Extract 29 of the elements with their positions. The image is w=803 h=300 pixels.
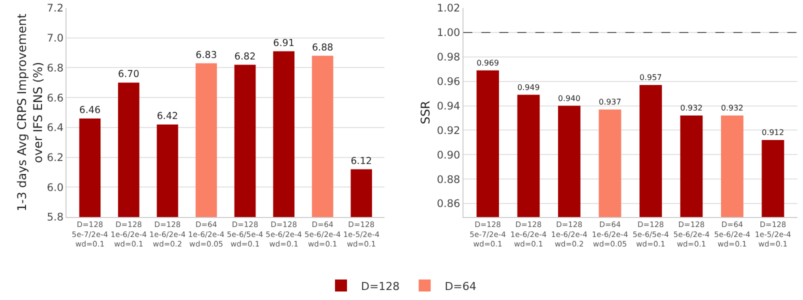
y-axis-title: SSR	[418, 100, 432, 124]
y-tick-label: 7.2	[46, 2, 64, 15]
y-tick-label: 1.00	[436, 27, 460, 40]
y-tick-label: 0.90	[436, 149, 460, 162]
y-tick-label: 6.6	[46, 92, 64, 104]
y-tick-label: 5.8	[46, 212, 64, 224]
y-tick-label: 7.0	[46, 32, 64, 45]
y-tick-label: 6.4	[46, 122, 64, 134]
y-tick-label: 0.98	[436, 52, 460, 64]
data-label: 6.12	[350, 156, 372, 167]
y-axis-title: 1-3 days Avg CRPS Improvement over IFS ENS (%)	[15, 13, 45, 212]
data-label: 6.83	[196, 50, 217, 61]
y-tick-label: 6.8	[46, 62, 64, 74]
legend-label: D=128	[361, 280, 400, 293]
data-label: 6.70	[118, 69, 140, 80]
y-tick-label: 6.2	[46, 152, 64, 164]
y-tick-label: 0.88	[436, 174, 460, 186]
data-label: 6.82	[234, 51, 256, 62]
data-label: 6.46	[79, 105, 101, 116]
legend-label: D=64	[444, 280, 476, 293]
y-tick-label: 0.86	[436, 198, 461, 210]
y-tick-label: 0.94	[436, 100, 461, 112]
data-label: 6.88	[312, 42, 334, 54]
y-tick-label: 6.0	[46, 182, 64, 194]
data-label: 6.42	[156, 111, 178, 122]
data-label: 6.91	[273, 38, 294, 49]
y-tick-label: 1.02	[436, 2, 460, 15]
y-tick-label: 0.96	[436, 76, 461, 88]
y-tick-label: 0.92	[436, 124, 460, 137]
